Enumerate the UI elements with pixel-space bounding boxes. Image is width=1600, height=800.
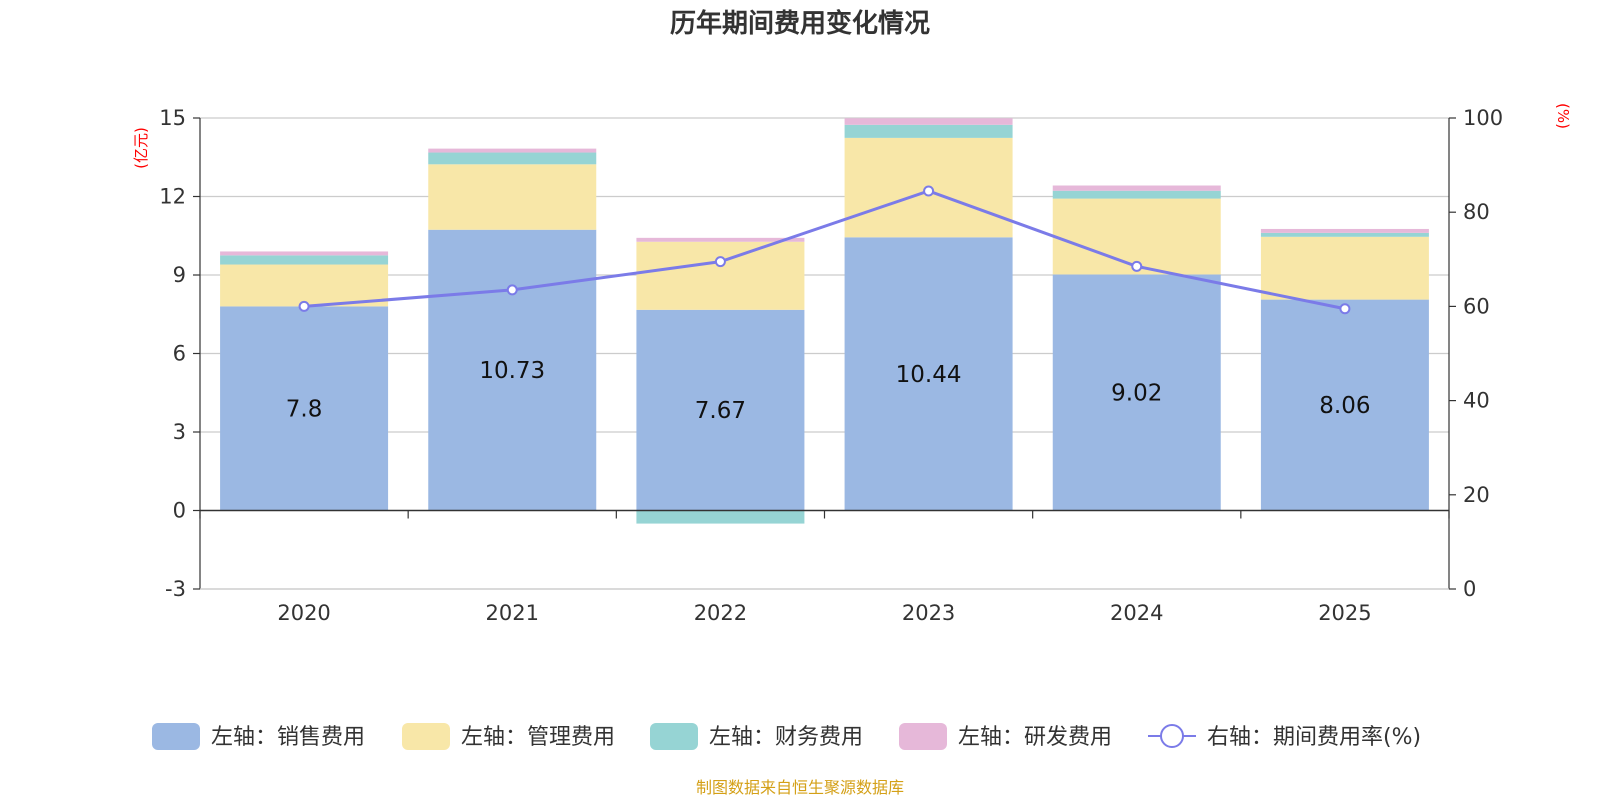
bar-segment (1260, 299, 1429, 511)
data-label: 8.06 (1319, 393, 1370, 419)
bar-segment (220, 306, 389, 511)
left-tick-label: -3 (165, 577, 186, 601)
legend-swatch (899, 723, 947, 750)
right-tick-label: 40 (1463, 389, 1490, 413)
right-tick-label: 100 (1463, 106, 1503, 130)
legend-swatch (402, 723, 450, 750)
right-tick-label: 20 (1463, 483, 1490, 507)
axes: -3 0 3 6 9 12 15 0 20 40 60 80 100 2020 2021 2022 2023 20… (159, 106, 1503, 625)
legend-line-marker (1160, 724, 1184, 748)
left-tick-label: 0 (173, 499, 186, 523)
x-tick-label: 2021 (486, 601, 539, 625)
rate-point (1339, 303, 1351, 315)
rate-line-path (303, 189, 1346, 311)
bar-segment (220, 251, 389, 256)
left-tick-label: 15 (159, 106, 186, 130)
legend: 左轴：销售费用 左轴：管理费用 左轴：财务费用 左轴：研发费用 右轴：期间费用率(%) (152, 723, 1421, 750)
x-tick-label: 2024 (1110, 601, 1163, 625)
bar-segment (428, 152, 597, 165)
bar-segment (428, 229, 597, 511)
left-tick-label: 12 (159, 185, 186, 209)
bar-segment (428, 148, 597, 153)
chart-title: 历年期间费用变化情况 (670, 8, 930, 39)
right-tick-label: 80 (1463, 200, 1490, 224)
left-tick-label: 6 (173, 342, 186, 366)
legend-label: 右轴：期间费用率(%) (1207, 725, 1421, 750)
x-tick-label: 2025 (1318, 601, 1371, 625)
bar-segment (844, 118, 1013, 125)
bar-segment (636, 309, 805, 511)
legend-label: 左轴：销售费用 (211, 725, 365, 750)
legend-label: 左轴：财务费用 (709, 725, 863, 750)
data-label: 7.8 (286, 396, 323, 422)
left-axis-unit: (亿元) (132, 127, 150, 169)
source-note: 制图数据来自恒生聚源数据库 (696, 778, 904, 797)
bar-segment (220, 255, 389, 265)
rate-point (714, 256, 726, 268)
legend-swatch (152, 723, 200, 750)
bar-segment (636, 510, 805, 524)
right-axis-unit: (%) (1554, 103, 1572, 129)
data-label: 10.44 (896, 362, 962, 388)
data-label: 10.73 (479, 358, 545, 384)
bar-segment (636, 237, 805, 242)
bar-segment (844, 124, 1013, 138)
rate-point (1131, 260, 1143, 272)
bar-segment (1260, 232, 1429, 237)
data-label: 7.67 (695, 398, 746, 424)
x-tick-label: 2020 (277, 601, 330, 625)
bar-segment (1052, 185, 1221, 191)
bar-segment (844, 237, 1013, 511)
legend-label: 左轴：研发费用 (958, 725, 1112, 750)
legend-swatch (650, 723, 698, 750)
data-label: 9.02 (1111, 380, 1162, 406)
bar-segment (1260, 228, 1429, 233)
bar-segment (220, 264, 389, 307)
bars (220, 118, 1429, 524)
legend-label: 左轴：管理费用 (461, 725, 615, 750)
data-labels: 7.8 10.73 7.67 10.44 9.02 8.06 (286, 358, 1371, 424)
bar-segment (1260, 236, 1429, 300)
bar-segment (636, 241, 805, 310)
x-tick-label: 2023 (902, 601, 955, 625)
left-tick-label: 9 (173, 263, 186, 287)
rate-point (298, 300, 310, 312)
right-tick-label: 0 (1463, 577, 1476, 601)
rate-point (506, 284, 518, 296)
x-tick-label: 2022 (694, 601, 747, 625)
left-tick-label: 3 (173, 420, 186, 444)
rate-point (923, 185, 935, 197)
rate-line (298, 185, 1351, 315)
right-tick-label: 60 (1463, 294, 1490, 318)
bar-segment (1052, 274, 1221, 511)
bar-segment (1052, 190, 1221, 199)
bar-segment (428, 164, 597, 230)
